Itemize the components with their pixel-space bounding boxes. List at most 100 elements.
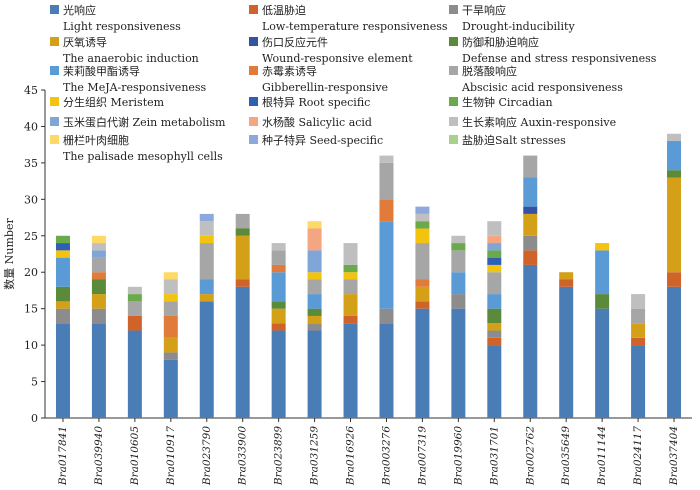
legend-item: 生长素响应 Auxin-responsive <box>449 115 616 129</box>
bar-segment <box>235 235 250 280</box>
bar-segment <box>667 141 682 171</box>
x-tick-label: Bra037404 <box>668 426 680 486</box>
bar-stack <box>487 221 502 418</box>
bar-segment <box>163 294 178 302</box>
legend-swatch <box>449 5 458 14</box>
bar-segment <box>199 243 214 280</box>
legend: 光响应 Light responsiveness 低温胁迫 Low-temperatu… <box>50 3 657 163</box>
bar-segment <box>451 250 466 273</box>
legend-swatch <box>249 135 258 144</box>
bar-segment <box>667 177 682 273</box>
bar-stack <box>595 243 610 418</box>
bar-segment <box>199 294 214 302</box>
legend-label: 根特异 Root specific <box>262 95 370 109</box>
legend-swatch <box>50 97 59 106</box>
bar-stack <box>55 235 70 418</box>
bar-segment <box>487 257 502 265</box>
bar-segment <box>91 323 106 418</box>
x-tick-label: Bra016926 <box>345 426 357 486</box>
legend-item: 干旱响应 Drought-inducibility <box>449 3 575 33</box>
x-tick-label: Bra007319 <box>416 426 428 486</box>
legend-item: 分生组织 Meristem <box>50 95 165 109</box>
x-tick-label: Bra003276 <box>380 426 392 486</box>
bar-segment <box>199 235 214 244</box>
bar-segment <box>307 294 322 309</box>
bar-segment <box>91 279 106 295</box>
bar-segment <box>91 235 106 244</box>
x-tick-label: Bra033900 <box>237 426 249 486</box>
bar-segment <box>595 250 610 295</box>
bar-segment <box>127 294 142 302</box>
bar-segment <box>523 235 538 251</box>
y-tick-label: 10 <box>24 339 38 352</box>
x-tick-label: Bra002762 <box>524 426 536 486</box>
bar-segment <box>271 301 286 309</box>
y-axis-title: 数量 Number <box>3 218 16 290</box>
legend-swatch <box>249 66 258 75</box>
bar-segment <box>163 359 178 418</box>
legend-label: 盐胁迫Salt stresses <box>462 133 566 147</box>
legend-swatch <box>50 5 59 14</box>
bar-segment <box>55 286 70 302</box>
legend-label: 分生组织 Meristem <box>63 95 165 109</box>
bar-segment <box>163 352 178 360</box>
y-tick-label: 5 <box>31 376 38 389</box>
bar-segment <box>343 264 358 273</box>
x-tick-label: Bra035649 <box>560 426 572 486</box>
bar-segment <box>55 235 70 244</box>
bar-segment <box>523 155 538 178</box>
legend-swatch <box>449 37 458 46</box>
bar-segment <box>667 170 682 178</box>
bar-segment <box>415 308 430 418</box>
bar-stack <box>91 235 106 418</box>
legend-item: 脱落酸响应 Abscisic acid responsiveness <box>449 64 623 94</box>
bar-segment <box>487 337 502 346</box>
legend-label: 水杨酸 Salicylic acid <box>262 115 372 129</box>
bar-segment <box>91 257 106 273</box>
bar-segment <box>559 286 574 418</box>
bar-segment <box>91 308 106 324</box>
legend-swatch <box>50 135 59 144</box>
x-tick-label: Bra019960 <box>452 426 464 486</box>
bar-segment <box>451 243 466 251</box>
bar-stack <box>631 294 646 418</box>
bar-segment <box>271 243 286 251</box>
bar-segment <box>667 133 682 142</box>
bar-segment <box>55 323 70 418</box>
legend-label-en: Light responsiveness <box>63 20 181 33</box>
legend-swatch <box>449 66 458 75</box>
bar-stack <box>271 243 286 418</box>
bar-segment <box>91 272 106 280</box>
bar-segment <box>595 294 610 309</box>
x-tick-label: Bra024117 <box>632 426 644 486</box>
bar-segment <box>271 264 286 273</box>
legend-swatch <box>50 117 59 126</box>
y-tick-label: 25 <box>24 230 38 243</box>
bar-segment <box>415 243 430 280</box>
bar-segment <box>451 272 466 295</box>
legend-swatch <box>50 66 59 75</box>
legend-item: 种子特异 Seed-specific <box>249 133 383 147</box>
bar-segment <box>631 323 646 338</box>
bar-segment <box>451 235 466 244</box>
bar-segment <box>379 162 394 200</box>
bar-segment <box>163 301 178 316</box>
legend-item: 玉米蛋白代谢 Zein metabolism <box>50 115 226 129</box>
bar-stack <box>559 272 574 418</box>
bar-segment <box>451 308 466 418</box>
legend-item: 光响应 Light responsiveness <box>50 3 181 33</box>
bar-segment <box>631 337 646 346</box>
legend-item: 水杨酸 Salicylic acid <box>249 115 372 129</box>
legend-label-en: Drought-inducibility <box>462 20 575 33</box>
x-tick-label: Bra031259 <box>309 426 321 486</box>
legend-label: 生物钟 Circadian <box>462 95 553 109</box>
legend-label: 低温胁迫 <box>262 3 306 17</box>
bar-stack <box>451 235 466 418</box>
legend-label: 脱落酸响应 <box>462 64 517 78</box>
bar-segment <box>487 294 502 309</box>
legend-item: 栅栏叶肉细胞 The palisade mesophyll cells <box>50 133 223 163</box>
bar-segment <box>307 315 322 324</box>
bar-segment <box>415 213 430 222</box>
bar-segment <box>307 308 322 316</box>
bar-segment <box>235 286 250 418</box>
